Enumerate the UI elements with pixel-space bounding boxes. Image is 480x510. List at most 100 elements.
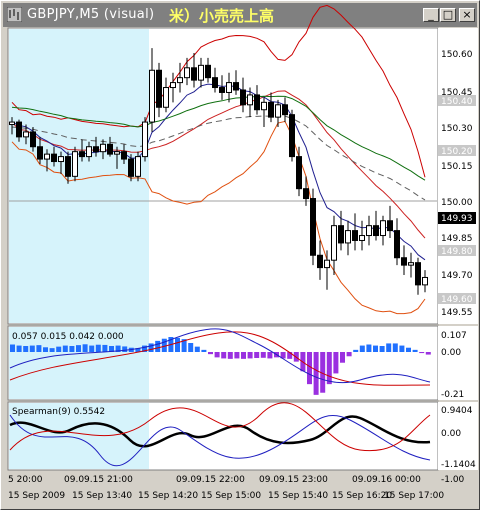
bear-candle (387, 220, 393, 232)
macd-scale-label: -0.21 (441, 390, 464, 400)
price-scale[interactable] (438, 28, 478, 324)
highlight-label: 149.80 (441, 247, 473, 257)
bear-candle (191, 67, 197, 81)
price-label: 150.00 (441, 198, 473, 208)
bear-candle (219, 87, 225, 93)
macd-bar-down (326, 352, 332, 385)
session-shade-macd (9, 327, 149, 399)
macd-bar-up (412, 349, 418, 352)
current-price-label: 149.93 (441, 214, 473, 224)
bear-candle (156, 69, 162, 108)
macd-bar-down (260, 352, 266, 358)
bear-candle (233, 82, 239, 91)
bear-candle (394, 230, 400, 259)
bear-candle (282, 104, 288, 116)
macd-scale-label: 0.00 (441, 348, 461, 358)
bull-candle (23, 131, 29, 138)
macd-bar-down (234, 352, 240, 359)
highlight-label: 149.60 (441, 295, 473, 305)
macd-bar-up (56, 346, 62, 352)
bear-candle (415, 262, 421, 286)
macd-bar-up (386, 343, 392, 352)
bull-candle (170, 82, 176, 89)
macd-bar-up (353, 349, 359, 352)
bear-candle (254, 94, 260, 111)
macd-bar-down (340, 352, 345, 363)
bear-candle (128, 158, 134, 177)
bear-candle (296, 156, 302, 190)
bull-candle (247, 94, 253, 106)
bear-candle (205, 64, 211, 79)
macd-bar-up (142, 345, 147, 352)
time-scale-end: -1.00 (441, 475, 465, 485)
time-label: 5 20:00 (8, 475, 43, 485)
spearman-ref-line (9, 402, 431, 452)
time-label: 09.09.16 00:00 (352, 475, 421, 485)
macd-bar-up (16, 345, 22, 352)
macd-bar-up (69, 346, 75, 352)
bear-candle (310, 198, 316, 256)
time-label: 15 Sep 15:00 (201, 491, 261, 501)
macd-bar-up (148, 343, 154, 352)
close-button[interactable]: × (459, 8, 475, 22)
macd-bar-up (379, 346, 385, 352)
bull-candle (359, 235, 365, 241)
minimize-button[interactable]: _ (423, 8, 439, 22)
bear-candle (30, 131, 36, 148)
maximize-button[interactable]: □ (440, 8, 456, 22)
bear-candle (16, 121, 22, 138)
macd-bar-down (419, 352, 425, 354)
bull-candle (366, 225, 372, 237)
macd-bar-up (102, 344, 108, 352)
highlight-label: 150.40 (441, 97, 473, 107)
macd-bar-up (109, 346, 114, 352)
bull-candle (149, 69, 155, 123)
macd-bar-up (43, 347, 48, 352)
macd-bar-up (201, 349, 207, 352)
highlight-labels: 150.40 150.20 149.80 149.60 149.93 (438, 95, 476, 305)
time-label: 15 Sep 2009 (8, 491, 65, 501)
macd-bar-up (122, 346, 128, 352)
macd-bar-down (267, 352, 273, 359)
time-axis: 5 20:00 09.09.15 21:00 09.09.15 22:00 09… (8, 475, 465, 501)
title-bar[interactable]: GBPJPY,M5 (visual) 米）小売売上高 _ □ × (3, 3, 477, 27)
macd-bar-up (115, 345, 121, 352)
bull-candle (226, 82, 232, 93)
macd-bar-down (208, 352, 213, 355)
macd-bar-up (23, 346, 29, 352)
macd-bar-down (227, 352, 233, 359)
time-label: 09.09.15 23:00 (259, 475, 328, 485)
bear-candle (373, 225, 379, 237)
macd-bar-down (313, 352, 319, 395)
bull-candle (324, 259, 330, 269)
macd-bar-down (346, 352, 352, 357)
macd-bar-down (280, 352, 286, 359)
time-label: 09.09.15 22:00 (176, 475, 245, 485)
macd-bar-up (181, 339, 187, 352)
spearman-scale-label: 0.9404 (441, 406, 473, 416)
time-label: 15 Sep 17:00 (384, 491, 444, 501)
bear-candle (37, 146, 43, 160)
macd-bar-up (161, 338, 167, 352)
macd-bar-up (76, 345, 81, 352)
macd-values: 0.057 0.015 0.042 0.000 (12, 332, 124, 342)
lower-band-line (11, 120, 426, 315)
bull-candle (275, 104, 281, 118)
bear-candle (93, 146, 99, 153)
bear-candle (107, 143, 113, 155)
macd-bar-up (95, 344, 101, 352)
bull-candle (408, 262, 414, 266)
slow-ma-line (11, 95, 426, 181)
window-subtitle: 米）小売売上高 (169, 7, 275, 25)
macd-bar-down (214, 352, 220, 358)
bear-candle (303, 188, 309, 200)
macd-bar-up (62, 345, 68, 352)
macd-scale (438, 326, 478, 400)
macd-bar-down (287, 352, 293, 359)
bull-candle (72, 151, 78, 177)
price-label: 149.55 (441, 308, 473, 318)
time-label: 15 Sep 15:40 (268, 491, 328, 501)
price-label: 149.70 (441, 271, 473, 281)
upper-band-line (11, 4, 426, 178)
